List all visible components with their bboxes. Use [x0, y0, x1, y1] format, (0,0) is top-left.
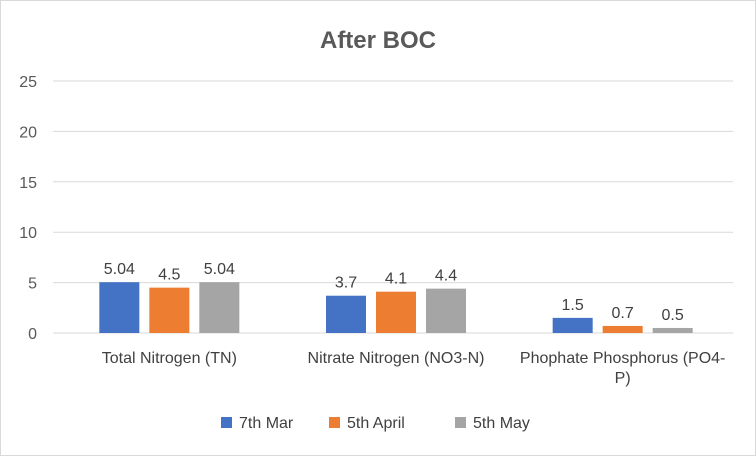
- legend-swatch: [221, 417, 232, 428]
- bar: [326, 295, 366, 333]
- y-tick-label: 5: [28, 276, 37, 293]
- y-tick-label: 0: [28, 326, 37, 343]
- bar: [199, 282, 240, 333]
- data-labels: 5.04 4.5 5.04 3.7 4.1 4.4 1.5 0.7 0.5: [104, 261, 684, 324]
- legend-label: 5th May: [473, 415, 530, 432]
- y-axis-tick-labels: 0 5 10 15 20 25: [19, 74, 37, 343]
- data-label: 4.5: [158, 267, 180, 284]
- bar: [376, 291, 416, 333]
- bar: [652, 327, 693, 333]
- x-category-label: Phophate Phosphorus (PO4-: [520, 350, 725, 367]
- bars: [99, 282, 693, 333]
- y-tick-label: 25: [19, 74, 37, 91]
- x-category-label: Total Nitrogen (TN): [102, 350, 237, 367]
- data-label: 1.5: [562, 297, 584, 314]
- bar: [426, 288, 466, 333]
- legend-swatch: [329, 417, 340, 428]
- bar: [99, 282, 140, 333]
- y-tick-label: 20: [19, 124, 37, 141]
- chart-title: After BOC: [320, 27, 436, 54]
- x-category-label: Nitrate Nitrogen (NO3-N): [308, 350, 485, 367]
- data-label: 4.1: [385, 271, 407, 288]
- data-label: 4.4: [435, 268, 457, 285]
- data-label: 0.5: [662, 307, 684, 324]
- data-label: 5.04: [104, 261, 135, 278]
- y-tick-label: 15: [19, 175, 37, 192]
- legend: 7th Mar 5th April 5th May: [221, 415, 530, 432]
- x-axis-category-labels: Total Nitrogen (TN) Nitrate Nitrogen (NO3…: [102, 350, 726, 387]
- data-label: 0.7: [612, 305, 634, 322]
- legend-swatch: [455, 417, 466, 428]
- bar: [149, 287, 190, 333]
- bar: [552, 317, 593, 333]
- data-label: 5.04: [204, 261, 235, 278]
- data-label: 3.7: [335, 275, 357, 292]
- y-tick-label: 10: [19, 225, 37, 242]
- x-category-label: P): [615, 370, 631, 387]
- legend-label: 7th Mar: [239, 415, 294, 432]
- legend-label: 5th April: [347, 415, 405, 432]
- bar: [602, 325, 643, 333]
